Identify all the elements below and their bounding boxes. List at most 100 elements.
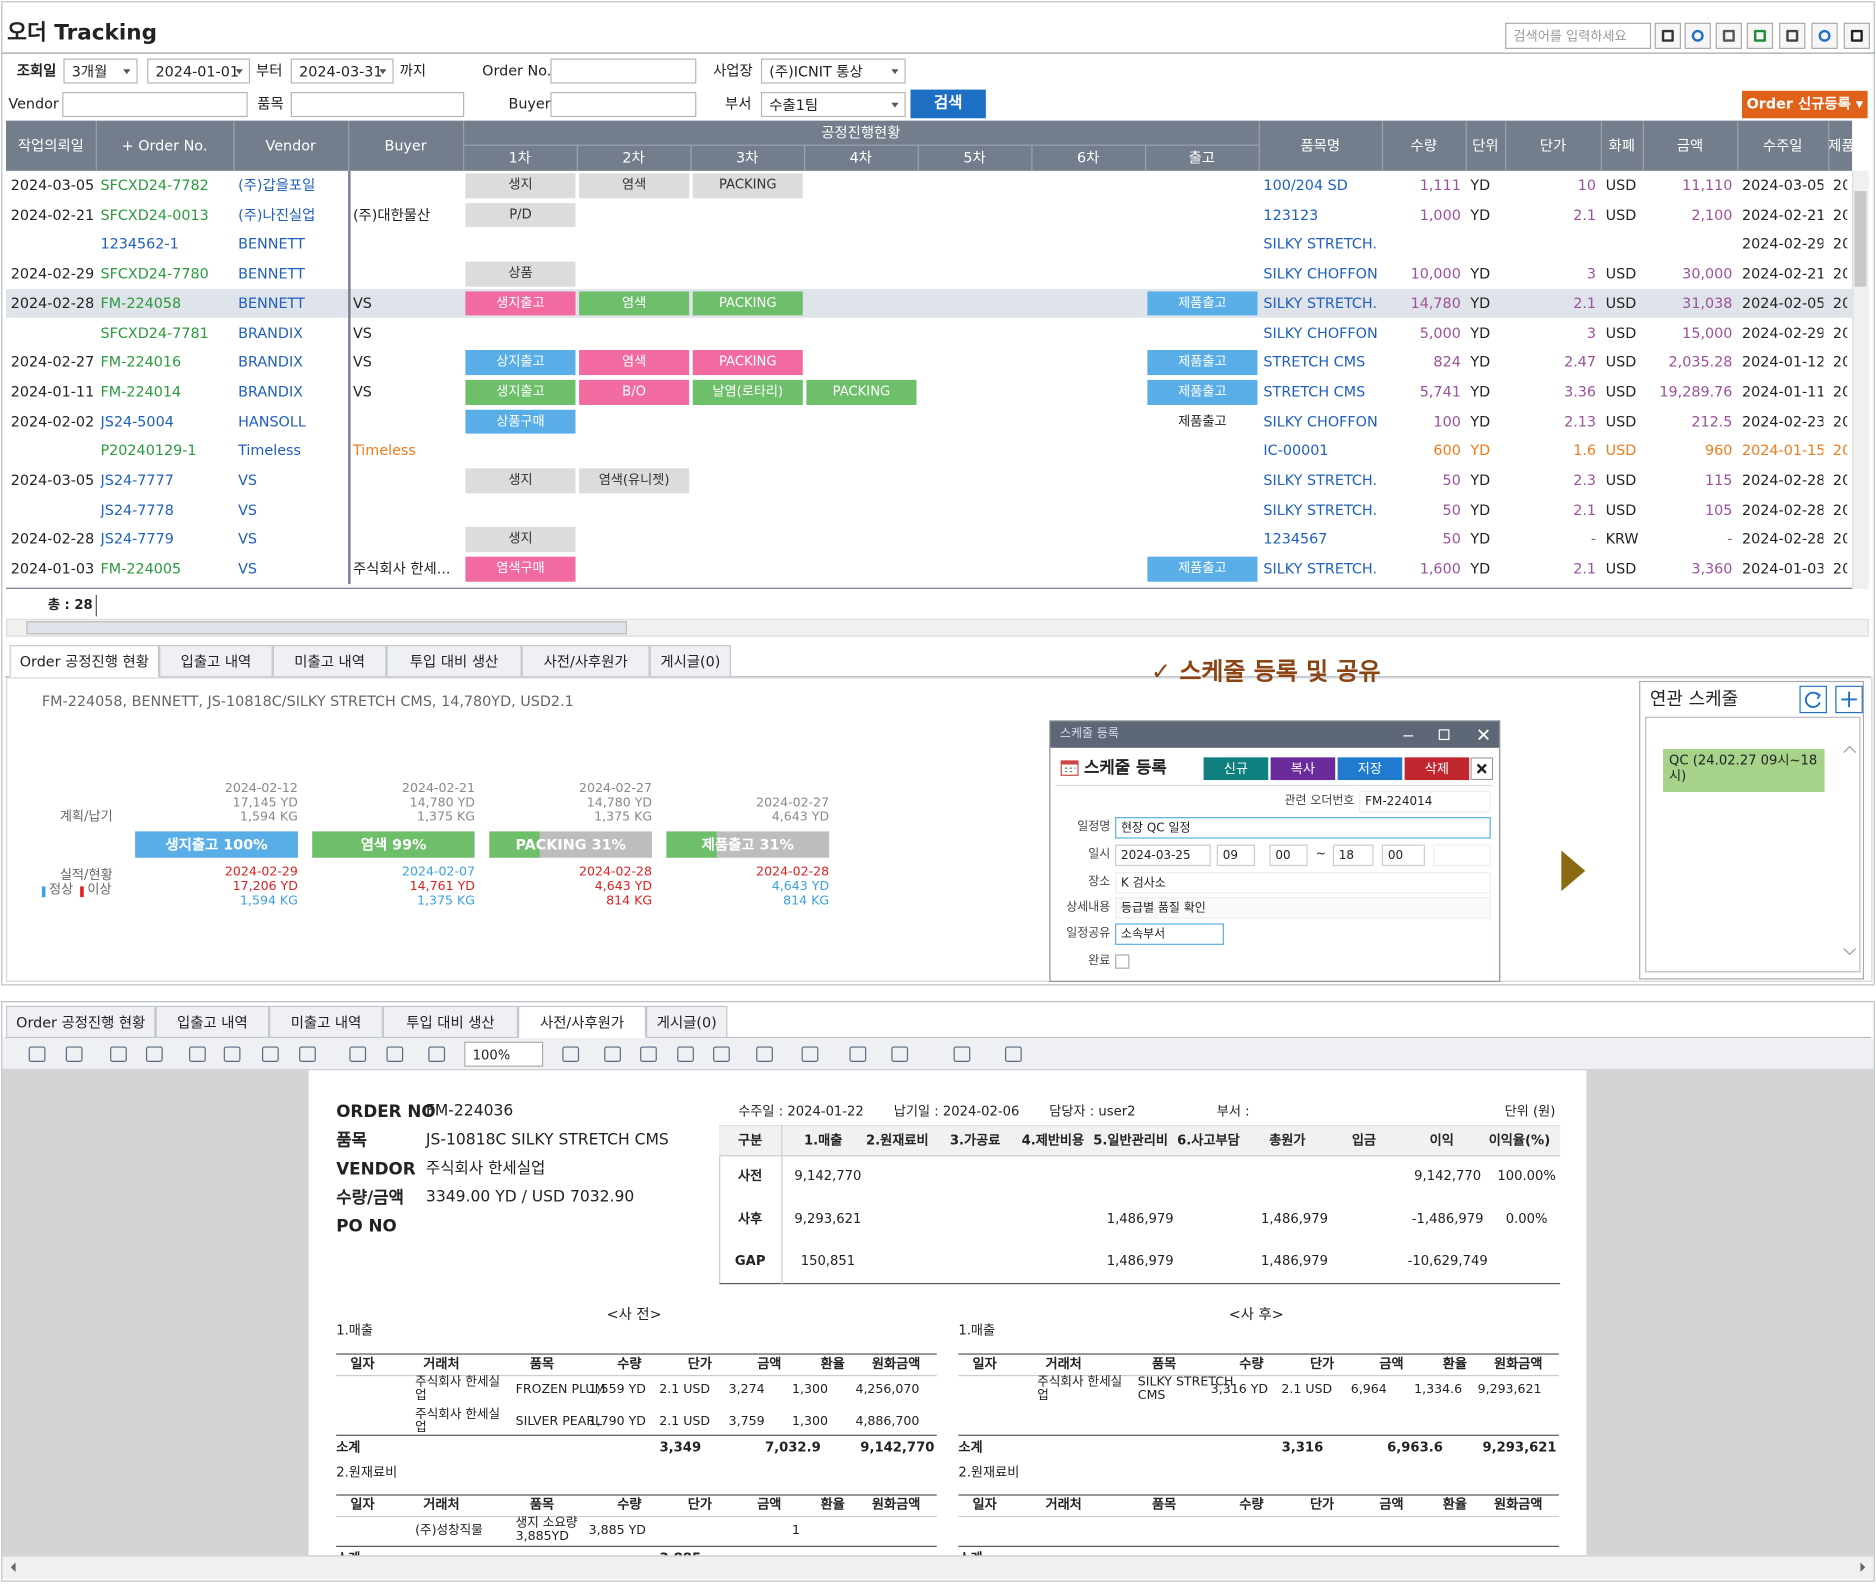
toolbar-icon[interactable]	[801, 1046, 819, 1062]
toolbar-icon[interactable]	[562, 1046, 580, 1062]
toolbar-icon[interactable]	[349, 1046, 367, 1062]
h-scroll-thumb[interactable]	[26, 621, 627, 635]
stage-cell: PACKING	[692, 350, 803, 375]
grid-cell: YD	[1470, 324, 1491, 342]
select-box[interactable]: 2024-01-01	[147, 58, 251, 84]
form-input[interactable]: 등급별 품질 확인	[1115, 897, 1491, 919]
tab[interactable]: 사전/사후원가	[518, 1005, 647, 1039]
checkbox[interactable]	[1115, 954, 1130, 969]
form-label: 상세내용	[1066, 900, 1111, 914]
grid-cell: FM-224014	[100, 383, 182, 401]
toolbar-icon[interactable]	[713, 1046, 730, 1062]
tab[interactable]: 입출고 내역	[155, 1005, 270, 1039]
toolbar-icon[interactable]	[223, 1046, 241, 1062]
toolbar-icon[interactable]	[145, 1046, 163, 1062]
grid-cell: 1,111	[1419, 176, 1461, 194]
line-cell: 2.1 USD	[659, 1413, 711, 1429]
toolbar-button[interactable]	[1715, 22, 1743, 49]
cost-header: 이익	[1429, 1132, 1454, 1148]
toolbar-icon[interactable]	[756, 1046, 773, 1062]
search-input[interactable]: 검색어를 입력하세요	[1505, 22, 1652, 49]
stage-cell: PACKING	[806, 379, 917, 405]
line-header: 수량	[617, 1355, 642, 1372]
toolbar-icon[interactable]	[1005, 1046, 1022, 1062]
toolbar-icon[interactable]	[28, 1046, 46, 1062]
tab[interactable]: 입출고 내역	[159, 645, 273, 678]
grid-cell	[353, 259, 461, 288]
subtotal-cell: 6,963.6	[1387, 1439, 1443, 1455]
toolbar-icon[interactable]	[189, 1046, 206, 1062]
tab[interactable]: 사전/사후원가	[521, 645, 650, 678]
toolbar-button[interactable]	[1684, 22, 1711, 49]
form-input[interactable]: FM-224014	[1359, 790, 1491, 813]
select-box[interactable]: 3개월	[63, 58, 138, 84]
column-divider	[1381, 120, 1384, 171]
input-box[interactable]	[62, 91, 248, 118]
grid-cell: USD	[1605, 265, 1637, 283]
form-input[interactable]: 현장 QC 일정	[1115, 817, 1491, 839]
tab[interactable]: Order 공정진행 현황	[9, 645, 160, 678]
input-box[interactable]	[550, 58, 697, 84]
subtotal-cell: 소계	[336, 1439, 361, 1455]
grid-cell: YD	[1470, 412, 1491, 430]
toolbar-icon[interactable]	[428, 1046, 446, 1062]
form-input[interactable]	[1433, 844, 1491, 867]
zoom-select[interactable]: 100%	[464, 1041, 544, 1067]
toolbar-icon[interactable]	[386, 1046, 404, 1062]
tab[interactable]: 게시글(0)	[649, 645, 732, 678]
toolbar-button[interactable]	[1654, 22, 1681, 49]
tab[interactable]: 게시글(0)	[646, 1005, 728, 1039]
toolbar-button[interactable]	[1843, 22, 1871, 49]
form-input[interactable]: 00	[1381, 844, 1425, 867]
grid-cell: 1,000	[1419, 206, 1461, 224]
toolbar-button[interactable]	[1779, 22, 1806, 49]
tab[interactable]: Order 공정진행 현황	[5, 1005, 156, 1039]
line-header: 원화금액	[1494, 1355, 1543, 1372]
form-input[interactable]: 18	[1332, 844, 1374, 867]
toolbar-icon[interactable]	[262, 1046, 279, 1062]
related-item[interactable]: QC (24.02.27 09시~18시)	[1663, 748, 1825, 792]
form-input[interactable]: K 검사소	[1115, 872, 1491, 894]
tab[interactable]: 미출고 내역	[269, 1005, 383, 1039]
form-input[interactable]: 2024-03-25	[1115, 844, 1211, 867]
toolbar-icon[interactable]	[677, 1046, 694, 1062]
tab[interactable]: 투입 대비 생산	[382, 1005, 519, 1039]
filter-label: Order No.	[482, 62, 552, 79]
tab[interactable]: 투입 대비 생산	[386, 645, 522, 678]
plan-value: 17,145 YD	[232, 795, 298, 810]
tab[interactable]: 미출고 내역	[272, 645, 387, 678]
toolbar-icon[interactable]	[299, 1046, 316, 1062]
grid-cell: 212.5	[1691, 412, 1733, 430]
dialog-button[interactable]: 복사	[1270, 757, 1336, 781]
select-box[interactable]: 2024-03-31	[290, 58, 394, 84]
select-box[interactable]: 수출1팀	[760, 91, 906, 118]
form-input[interactable]: 소속부서	[1115, 923, 1224, 945]
toolbar-icon[interactable]	[953, 1046, 971, 1062]
bottom-scrollbar[interactable]	[2, 1555, 1874, 1580]
dialog-button[interactable]: 저장	[1337, 757, 1403, 781]
grid-cell: 2024-02-29	[1742, 235, 1824, 253]
filter-label: 부서	[725, 95, 752, 113]
select-box[interactable]: (주)ICNIT 통상	[760, 58, 906, 84]
grid-cell: VS	[352, 324, 372, 342]
toolbar-icon[interactable]	[65, 1046, 83, 1062]
grid-cell: -	[1590, 530, 1597, 548]
grid-cell: KRW	[1605, 530, 1638, 548]
toolbar-icon[interactable]	[640, 1046, 657, 1062]
input-box[interactable]	[550, 91, 697, 118]
toolbar-icon[interactable]	[110, 1046, 127, 1062]
toolbar-icon[interactable]	[891, 1046, 909, 1062]
toolbar-icon[interactable]	[604, 1046, 621, 1062]
input-box[interactable]	[290, 91, 465, 118]
toolbar-button[interactable]	[1746, 22, 1774, 49]
grid-cell: -	[1727, 530, 1733, 548]
section-label: 1.매출	[336, 1322, 373, 1338]
new-order-button[interactable]: Order 신규등록 ▾	[1742, 90, 1868, 119]
form-input[interactable]: 00	[1269, 844, 1308, 867]
search-button[interactable]: 검색	[910, 89, 986, 119]
form-input[interactable]: 09	[1216, 844, 1256, 867]
v-scroll-thumb[interactable]	[1854, 191, 1867, 287]
toolbar-icon[interactable]	[849, 1046, 867, 1062]
dialog-button[interactable]: 삭제	[1404, 757, 1470, 781]
dialog-button[interactable]: 신규	[1203, 757, 1269, 781]
